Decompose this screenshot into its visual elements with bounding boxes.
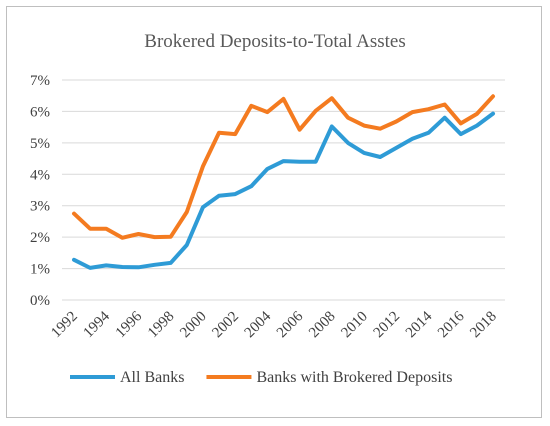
legend-item: All Banks — [70, 369, 184, 386]
legend-item: Banks with Brokered Deposits — [206, 369, 452, 386]
series-lines — [72, 94, 495, 270]
y-tick-label: 0% — [30, 293, 50, 309]
x-tick-label: 1992 — [48, 309, 81, 342]
legend-label: All Banks — [120, 369, 184, 386]
legend: All Banks Banks with Brokered Deposits — [70, 369, 452, 386]
chart-title: Brokered Deposits-to-Total Asstes — [144, 31, 405, 52]
x-tick-label: 2002 — [209, 309, 242, 342]
x-tick-label: 2018 — [467, 309, 500, 342]
chart-frame — [6, 6, 542, 418]
y-tick-label: 3% — [30, 199, 50, 215]
x-tick-label: 2008 — [306, 309, 339, 342]
y-tick-label: 4% — [30, 167, 50, 183]
y-tick-label: 2% — [30, 230, 50, 246]
y-tick-label: 6% — [30, 104, 50, 120]
y-tick-label: 7% — [30, 73, 50, 89]
x-tick-label: 2012 — [371, 309, 404, 342]
x-axis-tick-labels: 1992 1994 1996 1998 2000 2002 2004 2006 2008 2010… — [48, 308, 500, 341]
series-line — [72, 94, 495, 240]
x-tick-label: 2016 — [435, 308, 468, 341]
y-axis-tick-labels: 0% 1% 2% 3% 4% 5% 6% 7% — [30, 73, 50, 309]
x-tick-label: 1996 — [113, 308, 146, 341]
x-tick-label: 1998 — [145, 309, 178, 342]
y-tick-label: 1% — [30, 262, 50, 278]
x-tick-label: 1994 — [81, 308, 114, 341]
x-tick-label: 2006 — [274, 308, 307, 341]
x-tick-label: 2004 — [242, 308, 275, 341]
y-tick-label: 5% — [30, 136, 50, 152]
x-tick-label: 2000 — [177, 309, 210, 342]
legend-label: Banks with Brokered Deposits — [256, 369, 452, 386]
series-line — [72, 111, 495, 270]
x-tick-label: 2014 — [403, 308, 436, 341]
x-tick-label: 2010 — [338, 309, 371, 342]
